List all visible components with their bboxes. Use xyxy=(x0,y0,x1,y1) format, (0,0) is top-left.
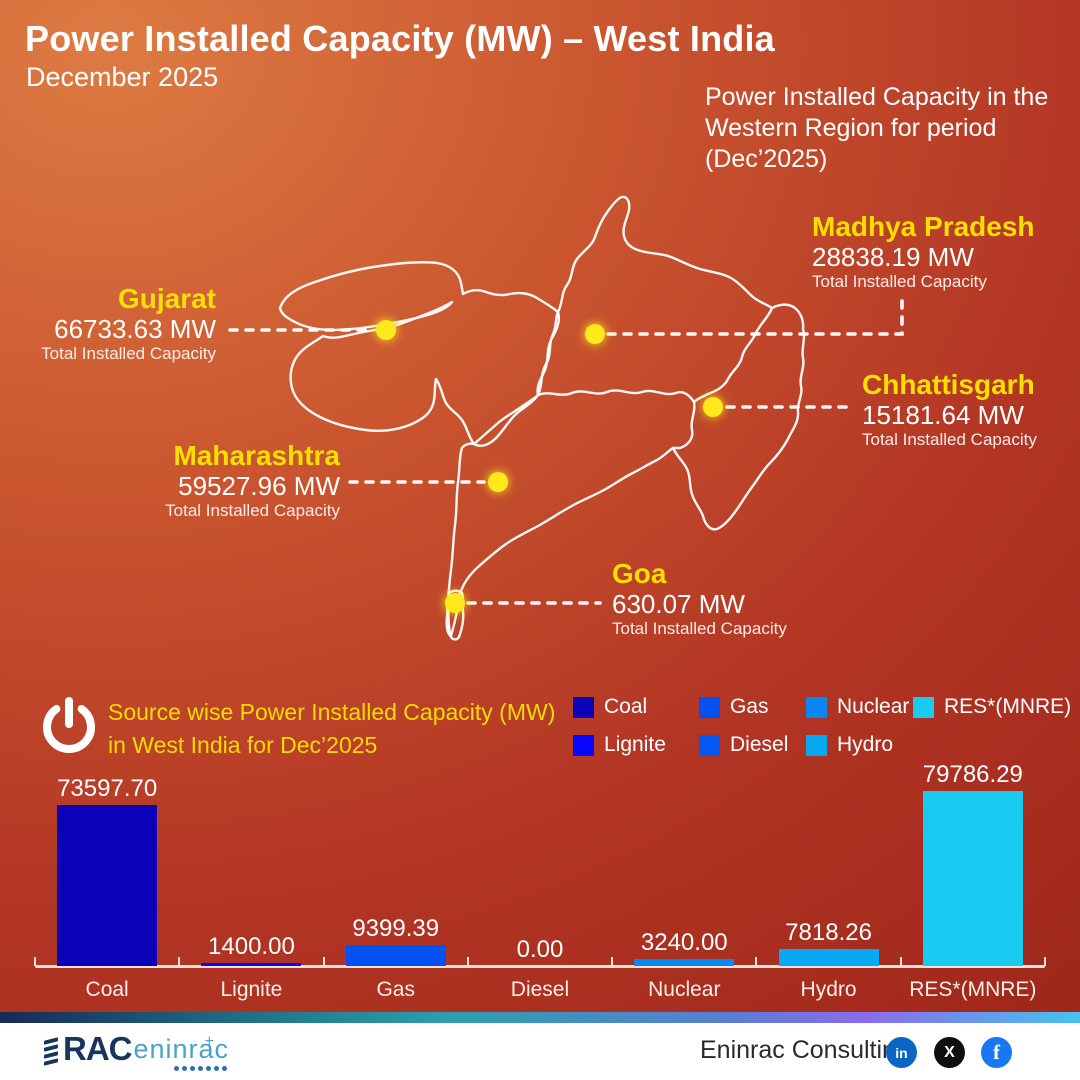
madhya-pradesh-marker[interactable] xyxy=(585,324,605,344)
legend-label: Coal xyxy=(604,695,648,718)
legend-swatch xyxy=(806,696,827,718)
state-capacity-sublabel: Total Installed Capacity xyxy=(812,272,987,291)
legend-label: RES*(MNRE) xyxy=(944,695,1072,718)
state-callout-chhattisgarh: Chhattisgarh 15181.64 MW Total Installed… xyxy=(862,369,1077,450)
state-callout-maharashtra: Maharashtra 59527.96 MW Total Installed … xyxy=(140,440,340,521)
logo-hatch-icon xyxy=(44,1037,58,1066)
state-capacity-value: 15181.64 MW xyxy=(862,400,1024,430)
state-capacity-value: 630.07 MW xyxy=(612,589,745,619)
legend-item-nuclear: Nuclear xyxy=(806,695,909,719)
chart-title: Source wise Power Installed Capacity (MW… xyxy=(108,699,556,758)
state-name: Gujarat xyxy=(117,283,216,314)
facebook-icon[interactable]: f xyxy=(981,1037,1012,1068)
mp-maharashtra-border xyxy=(536,389,696,450)
logo-plus-icon: + xyxy=(204,1033,216,1050)
company-name: Eninrac Consulting xyxy=(700,1036,910,1064)
legend-label: Nuclear xyxy=(837,695,910,718)
gujarat-marker[interactable] xyxy=(376,320,396,340)
mp-maharashtra-chhattisgarh-outline xyxy=(445,195,806,638)
state-callout-gujarat: Gujarat 66733.63 MW Total Installed Capa… xyxy=(20,283,216,364)
state-name: Madhya Pradesh xyxy=(812,211,1035,242)
state-name: Goa xyxy=(612,558,667,589)
legend-label: Lignite xyxy=(604,733,666,756)
legend-label: Gas xyxy=(730,695,769,718)
state-capacity-value: 66733.63 MW xyxy=(54,314,216,344)
page-title: Power Installed Capacity (MW) – West Ind… xyxy=(25,18,775,59)
logo-text-eninrac: eninrac + xyxy=(134,1031,230,1071)
goa-marker[interactable] xyxy=(445,593,465,613)
legend-item-diesel: Diesel xyxy=(699,733,788,757)
state-capacity-value: 28838.19 MW xyxy=(812,242,974,272)
state-name: Maharashtra xyxy=(173,440,340,471)
footer-accent-strip xyxy=(0,1012,1080,1023)
state-capacity-sublabel: Total Installed Capacity xyxy=(41,344,216,363)
legend-item-coal: Coal xyxy=(573,695,647,719)
legend-item-lignite: Lignite xyxy=(573,733,666,757)
state-callout-goa: Goa 630.07 MW Total Installed Capacity xyxy=(612,558,852,639)
power-icon xyxy=(43,697,95,753)
legend-swatch xyxy=(699,696,720,718)
legend-item-hydro: Hydro xyxy=(806,733,893,757)
legend-swatch xyxy=(913,696,934,718)
legend-swatch xyxy=(573,734,594,756)
state-capacity-sublabel: Total Installed Capacity xyxy=(612,619,787,638)
madhya-pradesh-callout-line xyxy=(606,290,904,336)
footer-bar: RAC eninrac + Eninrac Consulting in X f xyxy=(0,1023,1080,1080)
state-capacity-sublabel: Total Installed Capacity xyxy=(165,501,340,520)
legend-swatch xyxy=(806,734,827,756)
maharashtra-marker[interactable] xyxy=(488,472,508,492)
state-capacity-sublabel: Total Installed Capacity xyxy=(862,430,1037,449)
state-name: Chhattisgarh xyxy=(862,369,1035,400)
legend-label: Diesel xyxy=(730,733,789,756)
mp-chhattisgarh-border xyxy=(692,306,774,404)
header-note: Power Installed Capacity in the Western … xyxy=(705,83,1049,173)
gujarat-outline xyxy=(278,261,561,447)
page-subtitle: December 2025 xyxy=(26,62,219,92)
eninrac-logo[interactable]: RAC eninrac + xyxy=(44,1030,230,1071)
x-icon[interactable]: X xyxy=(934,1037,965,1068)
legend-item-gas: Gas xyxy=(699,695,769,719)
legend-label: Hydro xyxy=(837,733,894,756)
state-callout-madhya-pradesh: Madhya Pradesh 28838.19 MW Total Install… xyxy=(812,211,1080,292)
state-capacity-value: 59527.96 MW xyxy=(178,471,340,501)
linkedin-icon[interactable]: in xyxy=(886,1037,917,1068)
chart-legend: Coal Lignite Gas Diesel Nuclear Hydro RES*(MNR… xyxy=(573,695,1078,765)
logo-dots xyxy=(174,1066,228,1071)
legend-swatch xyxy=(699,734,720,756)
logo-text-rac: RAC xyxy=(63,1030,132,1067)
chhattisgarh-marker[interactable] xyxy=(703,397,723,417)
legend-item-res-mnre: RES*(MNRE) xyxy=(913,695,1071,719)
legend-swatch xyxy=(573,696,594,718)
goa-outline xyxy=(447,589,465,641)
